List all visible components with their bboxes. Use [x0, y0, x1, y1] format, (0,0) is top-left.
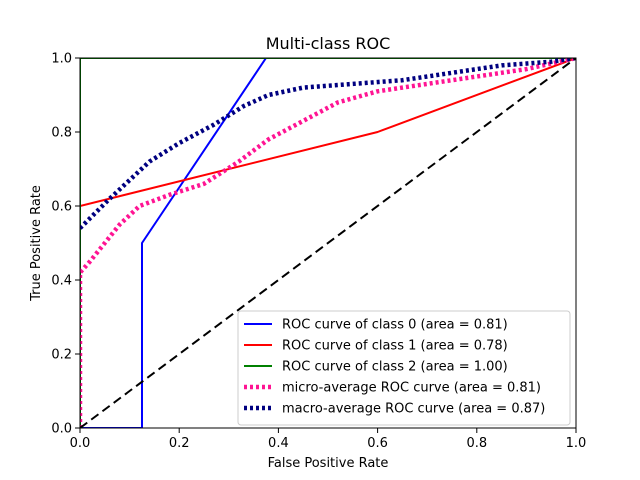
series-line-0	[80, 58, 576, 428]
x-tick-label: 0.8	[466, 436, 487, 451]
x-tick-label: 0.4	[268, 436, 289, 451]
x-tick-label: 0.6	[367, 436, 388, 451]
y-tick-label: 1.0	[51, 52, 72, 67]
series-layer	[80, 58, 576, 428]
x-tick-label: 0.0	[70, 436, 91, 451]
y-tick-label: 0.6	[51, 200, 72, 215]
y-axis: 0.0 0.2 0.4 0.6 0.8 1.0	[51, 52, 80, 437]
plot-area	[80, 58, 576, 428]
series-line-1	[80, 58, 576, 428]
legend-box	[237, 310, 571, 426]
legend-entry: micro-average ROC curve (area = 0.81)	[282, 381, 541, 396]
chance-diagonal-line	[80, 58, 576, 428]
x-tick-label: 1.0	[566, 436, 587, 451]
legend-entry: macro-average ROC curve (area = 0.87)	[282, 402, 545, 417]
plot-frame	[79, 57, 577, 429]
y-tick-label: 0.2	[51, 348, 72, 363]
legend: ROC curve of class 0 (area = 0.81) ROC cu…	[237, 310, 571, 426]
series-line-4	[80, 58, 576, 230]
legend-entry: ROC curve of class 2 (area = 1.00)	[282, 360, 508, 375]
chart-title: Multi-class ROC	[266, 34, 391, 53]
y-tick-label: 0.0	[51, 422, 72, 437]
x-axis: 0.0 0.2 0.4 0.6 0.8 1.0	[70, 428, 587, 451]
legend-entry: ROC curve of class 0 (area = 0.81)	[282, 318, 508, 333]
y-tick-label: 0.8	[51, 126, 72, 141]
y-axis-label: True Positive Rate	[29, 185, 44, 302]
x-tick-label: 0.2	[169, 436, 190, 451]
series-line-3	[80, 58, 576, 428]
legend-entry: ROC curve of class 1 (area = 0.78)	[282, 339, 508, 354]
y-tick-label: 0.4	[51, 274, 72, 289]
x-axis-label: False Positive Rate	[268, 456, 389, 471]
